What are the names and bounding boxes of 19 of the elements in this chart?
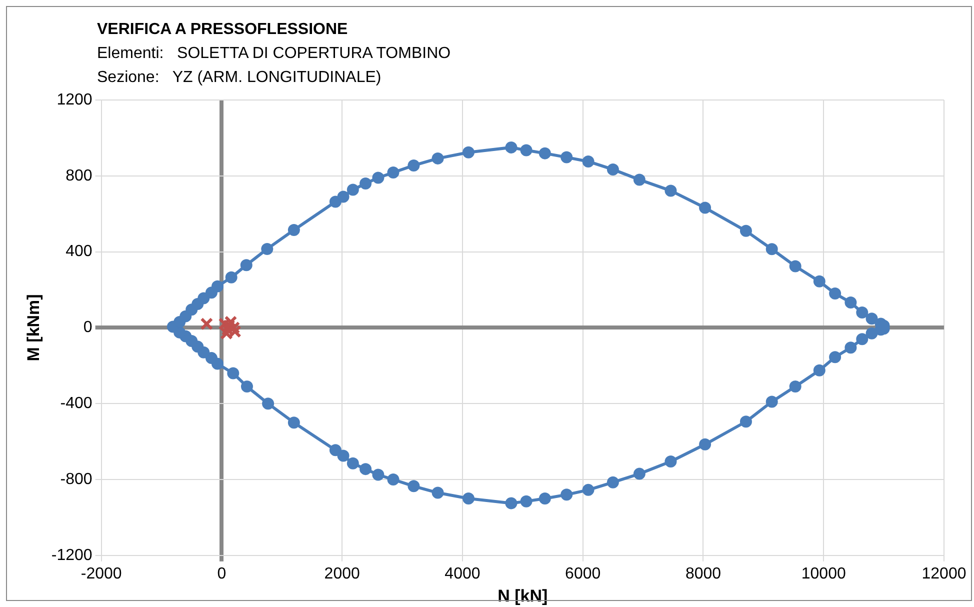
y-tick-label: -1200 [51,546,92,564]
y-axis-title: M [kNm] [24,294,43,362]
y-tick-label: 400 [66,243,92,260]
text: Elementi: SOLETTA DI COPERTURA TOMBINO [97,44,451,64]
x-tick-label: 4000 [444,565,480,582]
y-tick-label: -400 [60,395,92,412]
y-tick-label: 0 [83,319,92,336]
x-tick-label: 10000 [801,565,846,582]
y-tick-label: -800 [60,470,92,488]
x-tick-label: -2000 [80,565,122,582]
x-tick-label: 0 [217,565,226,582]
x-tick-label: 8000 [685,565,722,582]
x-tick-label: 12000 [922,565,966,582]
chart-title: VERIFICA A PRESSOFLESSIONE [97,20,349,40]
text: Sezione: YZ (ARM. LONGITUDINALE) [97,68,382,88]
y-tick-label: 1200 [56,91,92,108]
x-tick-label: 2000 [324,565,360,582]
y-tick-label: 800 [66,167,92,184]
x-tick-label: 6000 [565,565,601,582]
